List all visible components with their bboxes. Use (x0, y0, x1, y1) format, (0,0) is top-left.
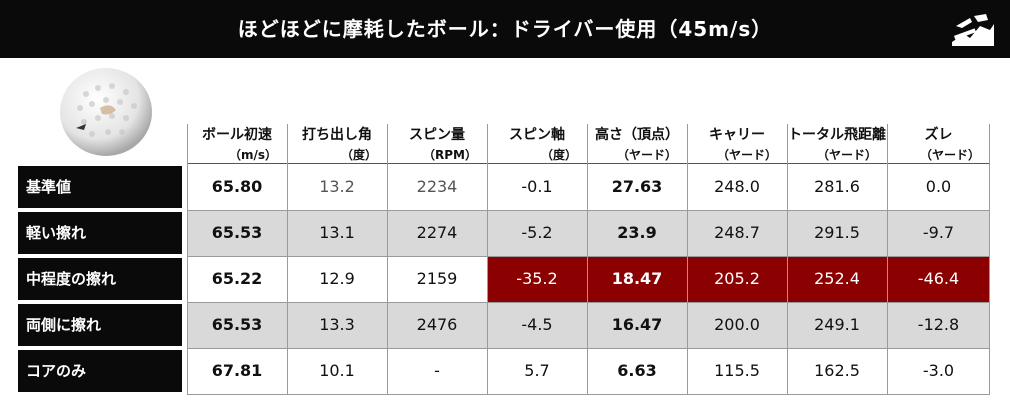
grid-line (587, 124, 588, 394)
grid-line (187, 256, 990, 257)
header-spin-axis: スピン軸 （度） (487, 124, 587, 164)
header-divider (187, 163, 990, 164)
header-launch-angle: 打ち出し角 （度） (287, 124, 387, 164)
value-cell-highlight: 205.2 (687, 256, 787, 302)
value-cell-highlight: -46.4 (887, 256, 990, 302)
value-cell: 6.63 (617, 361, 657, 380)
header-label: キャリー (709, 127, 765, 143)
header-label: ボール初速 (202, 127, 272, 143)
header-carry: キャリー （ヤード） (687, 124, 787, 164)
row-label: 中程度の擦れ (18, 258, 182, 300)
value-cell: 27.63 (611, 177, 663, 196)
grid-line (187, 394, 990, 395)
grid-line (989, 124, 990, 394)
grid-line (187, 210, 990, 211)
value-cell: 200.0 (714, 315, 760, 334)
value-cell-highlight: 18.47 (587, 256, 687, 302)
header-unit: （ヤード） (716, 148, 777, 162)
grid-line (187, 348, 990, 349)
value-cell: 16.47 (611, 315, 663, 334)
header-unit: （ヤード） (616, 148, 677, 162)
table-row: 基準値 65.80 13.2 2234 -0.1 27.63 248.0 281… (18, 164, 990, 210)
header-total-distance: トータル飛距離 （ヤード） (787, 124, 887, 164)
grid-line (387, 124, 388, 394)
value-cell: 65.53 (211, 223, 263, 242)
row-label: コアのみ (18, 350, 182, 392)
page-title: ほどほどに摩耗したボール：ドライバー使用（45m/s） (237, 17, 773, 41)
table-row: コアのみ 67.81 10.1 - 5.7 6.63 115.5 162.5 -… (18, 348, 990, 394)
value-cell: 162.5 (814, 361, 860, 380)
row-label: 軽い擦れ (18, 212, 182, 254)
grid-line (187, 124, 188, 394)
grid-line (487, 124, 488, 394)
header-label: ズレ (924, 127, 953, 143)
value-cell: 2234 (416, 177, 458, 196)
value-cell: 13.1 (319, 223, 355, 242)
header-label: 打ち出し角 (302, 127, 372, 143)
value-cell: 12.9 (319, 269, 355, 288)
grid-line (187, 302, 990, 303)
value-cell: -12.8 (917, 315, 960, 334)
grid-line (687, 124, 688, 394)
value-cell: -5.2 (521, 223, 553, 242)
value-cell: -9.7 (922, 223, 955, 242)
value-cell: 248.0 (714, 177, 760, 196)
value-cell: 281.6 (814, 177, 860, 196)
header-unit: （RPM） (423, 148, 477, 162)
value-cell: 248.7 (714, 223, 760, 242)
value-cell: 13.2 (319, 177, 355, 196)
value-cell: - (434, 361, 440, 380)
value-cell: 2274 (416, 223, 458, 242)
value-cell: 291.5 (814, 223, 860, 242)
value-cell: 67.81 (211, 361, 263, 380)
value-cell: -4.5 (521, 315, 553, 334)
header-unit: （度） (340, 148, 377, 162)
grid-line (787, 124, 788, 394)
table-row: 軽い擦れ 65.53 13.1 2274 -5.2 23.9 248.7 291… (18, 210, 990, 256)
header-label: トータル飛距離 (788, 127, 886, 143)
header-unit: （度） (540, 148, 577, 162)
header-deviation: ズレ （ヤード） (887, 124, 990, 164)
title-bar: ほどほどに摩耗したボール：ドライバー使用（45m/s） (0, 0, 1010, 58)
value-cell: 2159 (416, 269, 458, 288)
value-cell: 5.7 (524, 361, 550, 380)
header-label: スピン軸 (509, 127, 565, 143)
header-ball-speed: ボール初速 （m/s） (187, 124, 287, 164)
value-cell: 2476 (416, 315, 458, 334)
header-unit: （ヤード） (816, 148, 877, 162)
value-cell: 13.3 (319, 315, 355, 334)
grid-line (287, 124, 288, 394)
value-cell: 65.53 (211, 315, 263, 334)
value-cell-highlight: -35.2 (487, 256, 587, 302)
value-cell: 249.1 (814, 315, 860, 334)
value-cell: 65.22 (211, 269, 263, 288)
table-row: 中程度の擦れ 65.22 12.9 2159 -35.2 18.47 205.2… (18, 256, 990, 302)
value-cell: 0.0 (925, 177, 952, 196)
value-cell: -3.0 (922, 361, 955, 380)
header-spin-rate: スピン量 （RPM） (387, 124, 487, 164)
value-cell: 23.9 (617, 223, 657, 242)
value-cell: 10.1 (319, 361, 355, 380)
golf-ball-image (60, 68, 152, 156)
value-cell: 65.80 (211, 177, 263, 196)
value-cell-highlight: 252.4 (787, 256, 887, 302)
header-unit: （m/s） (228, 148, 277, 162)
header-unit: （ヤード） (919, 148, 980, 162)
header-label: スピン量 (409, 127, 465, 143)
table-row: 両側に擦れ 65.53 13.3 2476 -4.5 16.47 200.0 2… (18, 302, 990, 348)
grid-line (887, 124, 888, 394)
row-label: 基準値 (18, 166, 182, 208)
value-cell: -0.1 (521, 177, 553, 196)
value-cell: 115.5 (714, 361, 760, 380)
row-shading (187, 302, 990, 348)
header-label: 高さ（頂点） (595, 127, 679, 143)
logo-icon (952, 14, 994, 46)
header-peak-height: 高さ（頂点） （ヤード） (587, 124, 687, 164)
row-shading (187, 210, 990, 256)
row-label: 両側に擦れ (18, 304, 182, 346)
